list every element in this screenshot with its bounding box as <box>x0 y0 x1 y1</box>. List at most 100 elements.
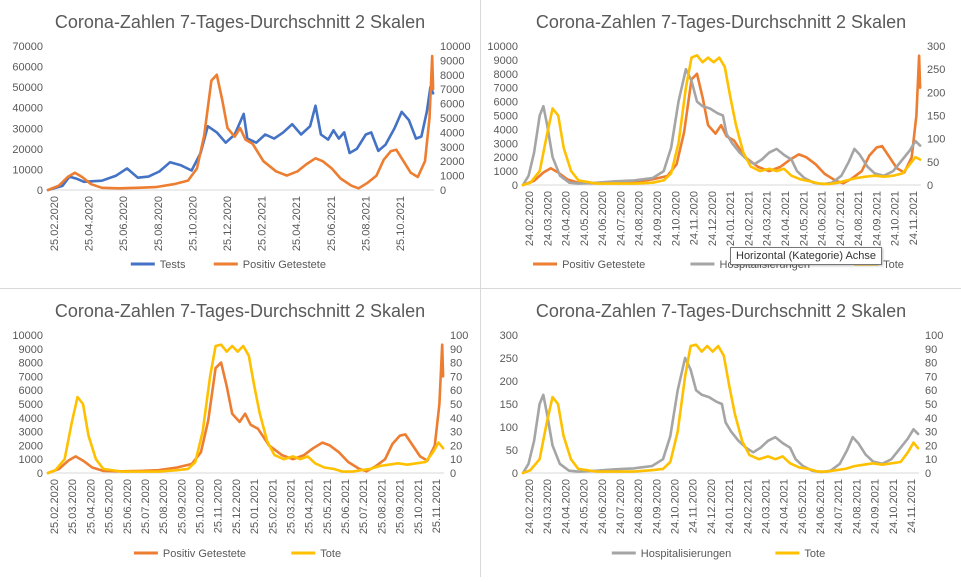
chart-4[interactable]: Corona-Zahlen 7-Tages-Durchschnitt 2 Ska… <box>481 289 961 577</box>
x-tick-label: 24.11.2020 <box>688 479 700 533</box>
x-tick-label: 25.06.2020 <box>122 479 134 534</box>
y-right-tick-label: 7000 <box>440 84 464 96</box>
x-tick-label: 25.07.2021 <box>358 479 370 534</box>
x-tick-label: 24.07.2020 <box>615 191 627 246</box>
chart-1[interactable]: Corona-Zahlen 7-Tages-Durchschnitt 2 Ska… <box>0 0 480 288</box>
series-line-tote <box>521 54 922 187</box>
axis-tooltip: Horizontal (Kategorie) Achse <box>730 247 883 265</box>
legend-entry: Positiv Getestete <box>533 259 645 271</box>
legend-entry: Positiv Getestete <box>213 259 326 271</box>
x-tick-label: 24.08.2020 <box>634 191 646 246</box>
y-left-tick-label: 8000 <box>19 358 43 370</box>
y-right-tick-label: 0 <box>927 180 933 192</box>
y-left-tick-label: 7000 <box>19 371 43 383</box>
y-left-tick-label: 40000 <box>12 103 43 115</box>
x-tick-label: 24.03.2021 <box>762 191 774 246</box>
y-left-tick-label: 2000 <box>494 152 518 164</box>
y-left-tick-label: 150 <box>500 399 518 411</box>
x-tick-label: 24.08.2020 <box>633 479 645 534</box>
y-right-tick-label: 6000 <box>440 99 464 111</box>
x-tick-label: 25.09.2020 <box>176 479 188 534</box>
y-left-tick-label: 3000 <box>19 427 43 439</box>
y-right-tick-label: 40 <box>450 413 462 425</box>
x-tick-label: 24.09.2021 <box>871 191 883 246</box>
y-right-tick-label: 250 <box>927 64 945 76</box>
y-left-tick-label: 5000 <box>494 111 518 123</box>
x-tick-label: 25.08.2021 <box>376 479 388 534</box>
legend-label: Tote <box>320 548 341 560</box>
y-right-tick-label: 0 <box>450 468 456 480</box>
x-tick-label: 25.10.2021 <box>395 196 407 251</box>
y-right-tick-label: 20 <box>450 440 462 452</box>
y-left-tick-label: 6000 <box>494 97 518 109</box>
x-tick-label: 24.07.2021 <box>835 191 847 246</box>
y-left-tick-label: 20000 <box>12 144 43 156</box>
series-line-hospitalisierungen <box>521 67 922 187</box>
x-tick-label: 24.02.2021 <box>743 191 755 246</box>
y-right-tick-label: 70 <box>450 371 462 383</box>
y-left-tick-label: 50000 <box>12 82 43 94</box>
y-right-tick-label: 1000 <box>440 171 464 183</box>
x-tick-label: 24.06.2021 <box>815 479 827 534</box>
x-tick-label: 25.06.2020 <box>118 196 130 251</box>
y-right-tick-label: 9000 <box>440 55 464 67</box>
x-tick-label: 24.04.2021 <box>779 479 791 534</box>
chart-panel-4[interactable]: Corona-Zahlen 7-Tages-Durchschnitt 2 Ska… <box>481 289 961 577</box>
chart-2[interactable]: Corona-Zahlen 7-Tages-Durchschnitt 2 Ska… <box>481 0 961 288</box>
y-left-tick-label: 4000 <box>19 413 43 425</box>
x-tick-label: 24.03.2021 <box>760 479 772 534</box>
legend-label: Positiv Getestete <box>163 548 246 560</box>
x-tick-label: 24.11.2020 <box>689 191 701 245</box>
y-right-tick-label: 4000 <box>440 127 464 139</box>
y-right-tick-label: 90 <box>925 344 937 356</box>
x-tick-label: 25.03.2020 <box>67 479 79 534</box>
y-right-tick-label: 50 <box>927 157 939 169</box>
x-tick-label: 25.11.2021 <box>431 479 443 533</box>
y-right-tick-label: 200 <box>927 87 945 99</box>
x-tick-label: 24.04.2020 <box>560 479 572 534</box>
x-tick-label: 24.01.2021 <box>724 479 736 534</box>
series-line-tests <box>46 85 435 192</box>
chart-panel-3[interactable]: Corona-Zahlen 7-Tages-Durchschnitt 2 Ska… <box>0 289 480 577</box>
y-left-tick-label: 0 <box>512 180 518 192</box>
y-left-tick-label: 250 <box>500 353 518 365</box>
series-line-hospitalisierungen <box>521 356 920 475</box>
y-left-tick-label: 1000 <box>19 454 43 466</box>
y-left-tick-label: 300 <box>500 330 518 342</box>
legend-entry: Tests <box>130 259 186 271</box>
y-right-tick-label: 70 <box>925 371 937 383</box>
y-left-tick-label: 2000 <box>19 440 43 452</box>
chart-title: Corona-Zahlen 7-Tages-Durchschnitt 2 Ska… <box>55 12 425 32</box>
series-line-tote <box>46 343 445 475</box>
y-right-tick-label: 100 <box>925 330 943 342</box>
chart-panel-1[interactable]: Corona-Zahlen 7-Tages-Durchschnitt 2 Ska… <box>0 0 480 288</box>
chart-3[interactable]: Corona-Zahlen 7-Tages-Durchschnitt 2 Ska… <box>0 289 480 577</box>
y-right-tick-label: 40 <box>925 413 937 425</box>
series-line-positiv-getestete <box>46 54 435 192</box>
x-tick-label: 25.04.2020 <box>85 479 97 534</box>
legend-entry: Tote <box>291 548 341 560</box>
y-left-tick-label: 10000 <box>487 41 518 53</box>
legend-label: Tote <box>804 548 825 560</box>
x-tick-label: 24.05.2020 <box>579 479 591 534</box>
x-tick-label: 24.10.2021 <box>888 479 900 534</box>
x-tick-label: 25.10.2020 <box>187 196 199 251</box>
x-tick-label: 24.10.2020 <box>670 191 682 246</box>
y-left-tick-label: 1000 <box>494 166 518 178</box>
y-right-tick-label: 100 <box>927 134 945 146</box>
x-tick-label: 25.06.2021 <box>326 196 338 251</box>
x-tick-label: 24.01.2021 <box>725 191 737 246</box>
panel-divider-horizontal <box>0 288 961 289</box>
y-right-tick-label: 80 <box>450 358 462 370</box>
y-right-tick-label: 10000 <box>440 41 471 53</box>
x-tick-label: 24.07.2020 <box>615 479 627 534</box>
x-tick-label: 24.02.2021 <box>742 479 754 534</box>
chart-panel-2[interactable]: Corona-Zahlen 7-Tages-Durchschnitt 2 Ska… <box>481 0 961 288</box>
y-left-tick-label: 50 <box>506 445 518 457</box>
legend-label: Positiv Getestete <box>243 259 326 271</box>
legend-entry: Positiv Getestete <box>133 548 246 560</box>
x-tick-label: 24.08.2021 <box>851 479 863 534</box>
legend-label: Tests <box>160 259 186 271</box>
y-right-tick-label: 10 <box>925 454 937 466</box>
x-tick-label: 24.11.2021 <box>908 191 920 245</box>
